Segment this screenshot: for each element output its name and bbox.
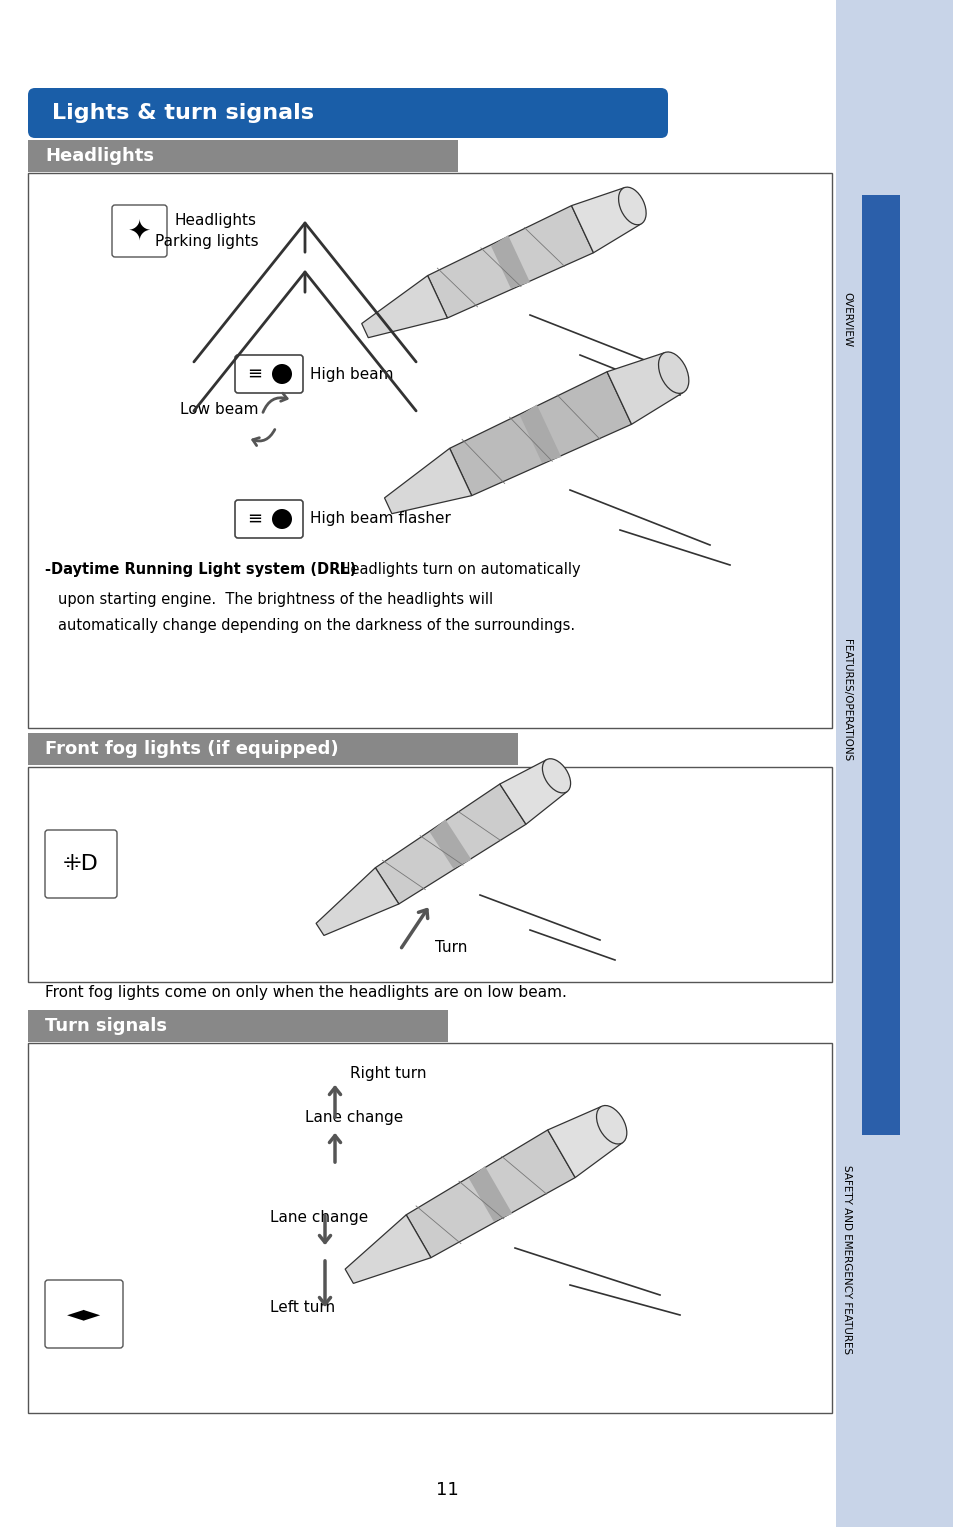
Text: FEATURES/OPERATIONS: FEATURES/OPERATIONS: [841, 638, 851, 760]
Polygon shape: [491, 235, 530, 289]
Text: Turn: Turn: [435, 941, 467, 954]
Text: Headlights turn on automatically: Headlights turn on automatically: [335, 562, 580, 577]
Text: upon starting engine.  The brightness of the headlights will: upon starting engine. The brightness of …: [58, 592, 493, 608]
Polygon shape: [345, 1215, 431, 1283]
FancyBboxPatch shape: [112, 205, 167, 257]
Text: ✦: ✦: [128, 217, 151, 244]
Polygon shape: [384, 449, 471, 513]
FancyBboxPatch shape: [234, 499, 303, 538]
Text: Lane change: Lane change: [305, 1110, 403, 1125]
Ellipse shape: [596, 1106, 626, 1144]
Polygon shape: [499, 760, 566, 825]
Text: ≡: ≡: [247, 510, 262, 528]
Text: Headlights: Headlights: [174, 212, 256, 228]
Text: Left turn: Left turn: [270, 1299, 335, 1315]
Bar: [28, 173, 831, 728]
Text: Right turn: Right turn: [350, 1066, 426, 1081]
Text: ≡: ≡: [247, 365, 262, 383]
Polygon shape: [375, 783, 525, 904]
Text: Front fog lights come on only when the headlights are on low beam.: Front fog lights come on only when the h…: [45, 985, 566, 1000]
Bar: [28, 733, 517, 765]
Polygon shape: [430, 820, 471, 869]
Circle shape: [272, 508, 292, 528]
FancyBboxPatch shape: [28, 89, 667, 137]
FancyBboxPatch shape: [45, 1280, 123, 1348]
Polygon shape: [547, 1107, 621, 1177]
Text: OVERVIEW: OVERVIEW: [841, 293, 851, 348]
Polygon shape: [519, 405, 560, 463]
Text: automatically change depending on the darkness of the surroundings.: automatically change depending on the da…: [58, 618, 575, 634]
Bar: [28, 1043, 831, 1412]
Ellipse shape: [542, 759, 570, 793]
Text: Turn signals: Turn signals: [45, 1017, 167, 1035]
Text: High beam: High beam: [310, 366, 393, 382]
Text: Parking lights: Parking lights: [154, 234, 258, 249]
Circle shape: [272, 363, 292, 383]
Text: Headlights: Headlights: [45, 147, 153, 165]
FancyBboxPatch shape: [234, 354, 303, 392]
Text: 11: 11: [436, 1481, 457, 1500]
Bar: [862, 195, 899, 1135]
Text: Lane change: Lane change: [270, 1209, 368, 1225]
Text: High beam flasher: High beam flasher: [310, 512, 451, 527]
Polygon shape: [427, 206, 593, 318]
Text: Low beam: Low beam: [180, 403, 258, 417]
Polygon shape: [606, 353, 682, 425]
Bar: [835, 0, 953, 1527]
Ellipse shape: [618, 188, 645, 224]
Text: ⁜D: ⁜D: [63, 854, 99, 873]
Text: SAFETY AND EMERGENCY FEATURES: SAFETY AND EMERGENCY FEATURES: [841, 1165, 851, 1354]
Polygon shape: [469, 1167, 512, 1222]
Text: Front fog lights (if equipped): Front fog lights (if equipped): [45, 741, 338, 757]
Bar: [28, 1009, 448, 1041]
Text: -Daytime Running Light system (DRL): -Daytime Running Light system (DRL): [45, 562, 356, 577]
Bar: [28, 140, 457, 173]
Polygon shape: [361, 275, 447, 337]
Polygon shape: [406, 1130, 575, 1258]
Polygon shape: [571, 188, 640, 253]
Ellipse shape: [658, 351, 688, 394]
Text: ◄►: ◄►: [67, 1304, 101, 1324]
Bar: [28, 767, 831, 982]
Polygon shape: [449, 371, 631, 496]
Text: Lights & turn signals: Lights & turn signals: [52, 102, 314, 124]
Polygon shape: [315, 867, 398, 936]
FancyBboxPatch shape: [45, 831, 117, 898]
